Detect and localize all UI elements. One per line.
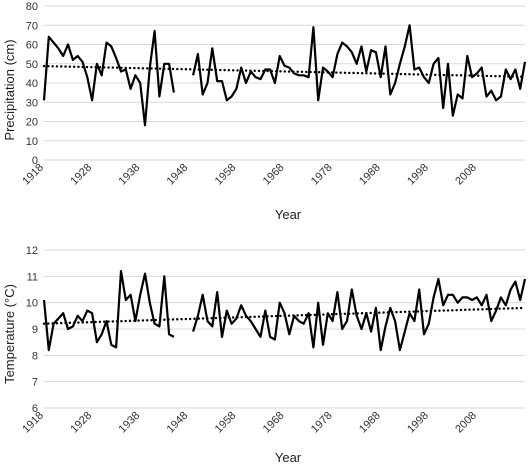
x-tick-label: 1948: [165, 162, 191, 188]
y-tick-label: 8: [32, 350, 38, 362]
y-tick-label: 6: [32, 403, 38, 415]
x-tick-label: 1918: [20, 162, 46, 188]
y-tick-label: 10: [26, 136, 38, 148]
x-tick-label: 1988: [357, 410, 383, 436]
x-tick-label: 1918: [20, 410, 46, 436]
x-tick-label: 1968: [261, 410, 287, 436]
x-tick-label: 1998: [405, 410, 431, 436]
y-axis-title: Precipitation (cm): [2, 39, 17, 140]
x-tick-label: 2008: [453, 410, 479, 436]
y-tick-label: 12: [26, 245, 38, 257]
y-axis-title: Temperature (°C): [2, 284, 17, 384]
x-tick-label: 1988: [357, 162, 383, 188]
y-tick-label: 30: [26, 97, 38, 109]
x-tick-label: 1938: [117, 162, 143, 188]
x-axis-title: Year: [275, 207, 302, 222]
x-axis-title: Year: [275, 450, 302, 465]
precipitation-chart: Precipitation (cm) Year 0 10 20 30 40 50 60 70 8…: [2, 1, 527, 222]
x-tick-label: 1928: [68, 162, 94, 188]
x-tick-label: 2008: [453, 162, 479, 188]
y-tick-label: 9: [32, 324, 38, 336]
trend-line: [42, 306, 527, 325]
x-tick-label: 1928: [68, 410, 94, 436]
x-tick-label: 1998: [405, 162, 431, 188]
y-tick-label: 50: [26, 59, 38, 71]
y-tick-label: 20: [26, 117, 38, 129]
data-series-line: [42, 270, 527, 352]
y-tick-label: 11: [27, 271, 38, 283]
x-tick-label: 1978: [309, 162, 335, 188]
y-tick-label: 7: [32, 377, 38, 389]
trend-line: [42, 64, 527, 78]
y-tick-label: 0: [32, 155, 38, 167]
data-series-line: [42, 24, 527, 127]
y-tick-label: 60: [26, 40, 38, 52]
x-tick-label: 1968: [261, 162, 287, 188]
x-tick-label: 1938: [117, 410, 143, 436]
temperature-chart: Temperature (°C) Year 6 7 8 9 10 11 12 1918 1928…: [2, 245, 527, 465]
y-tick-label: 10: [26, 298, 38, 310]
x-tick-label: 1958: [213, 410, 239, 436]
y-tick-label: 80: [26, 1, 38, 13]
x-tick-label: 1958: [213, 162, 239, 188]
y-tick-label: 70: [26, 20, 38, 32]
x-tick-label: 1978: [309, 410, 335, 436]
x-tick-label: 1948: [165, 410, 191, 436]
y-tick-label: 40: [26, 78, 38, 90]
